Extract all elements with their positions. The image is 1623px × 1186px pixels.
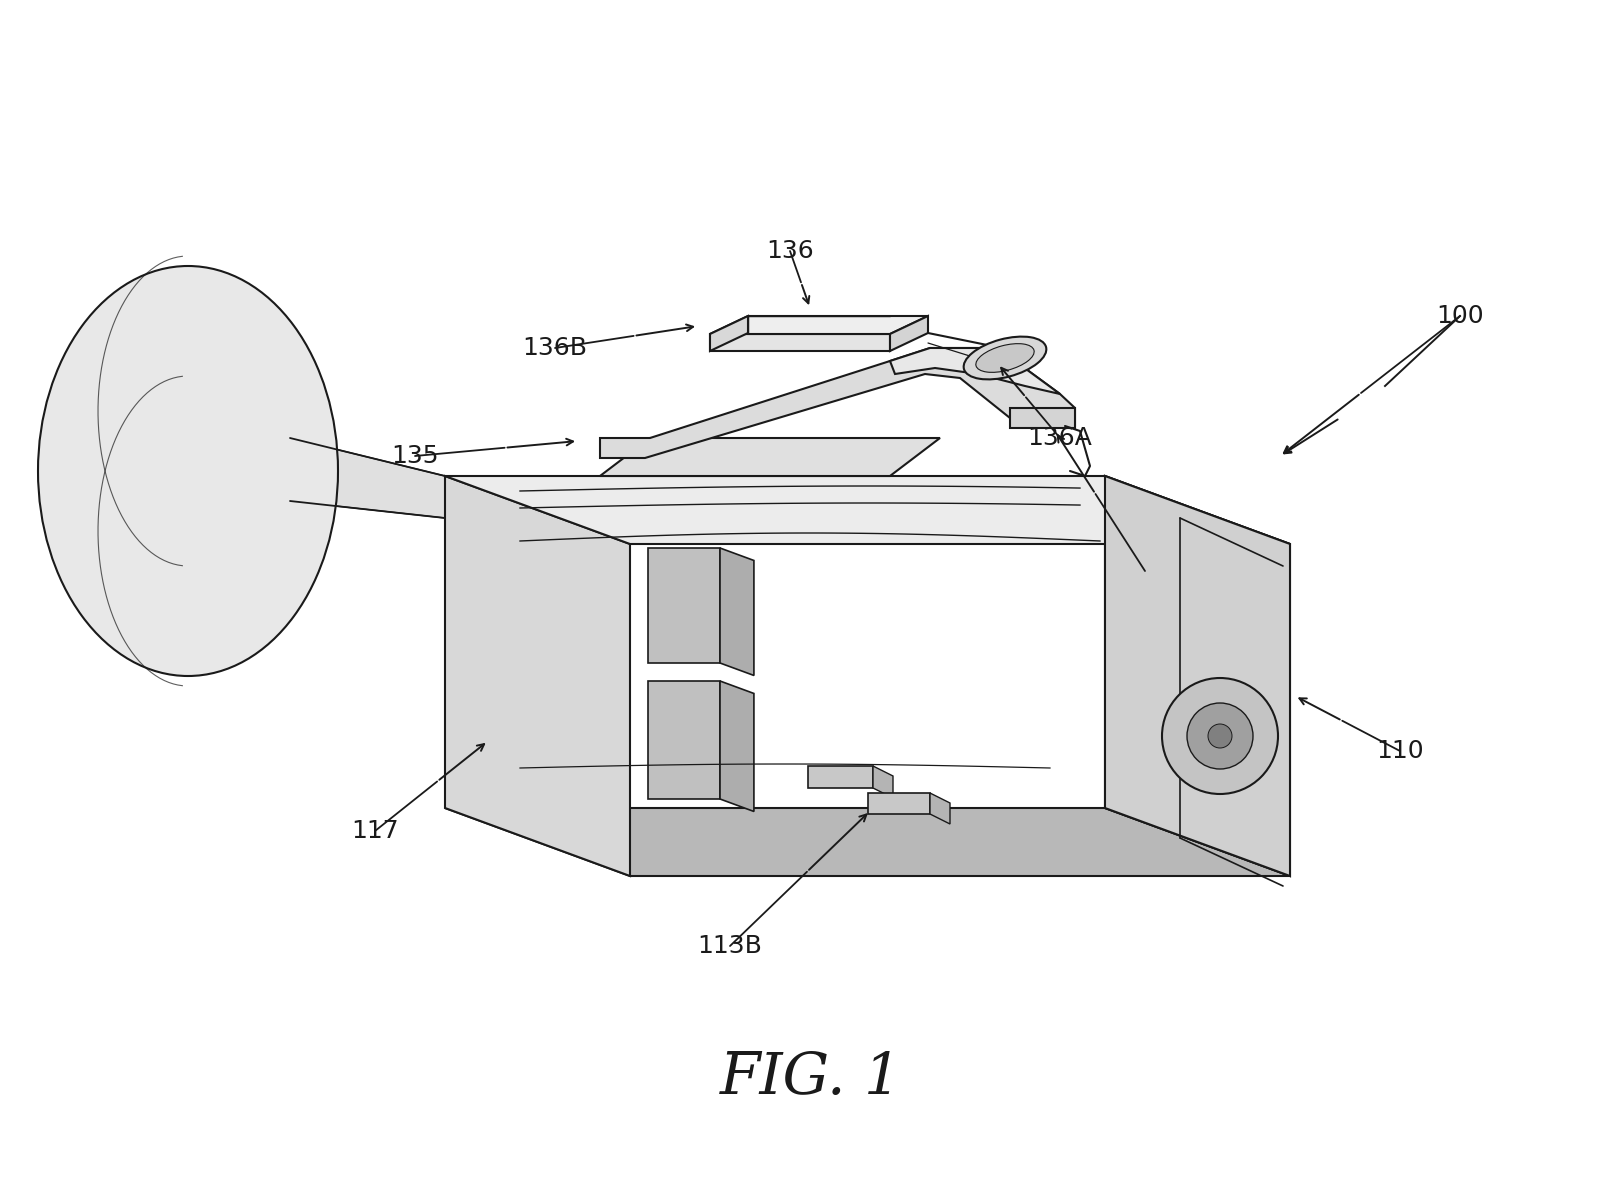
- Polygon shape: [709, 315, 928, 334]
- Polygon shape: [873, 766, 893, 798]
- Polygon shape: [1105, 476, 1290, 876]
- Polygon shape: [291, 438, 445, 518]
- Polygon shape: [601, 438, 940, 476]
- Polygon shape: [721, 548, 755, 676]
- Circle shape: [1162, 678, 1277, 793]
- Polygon shape: [445, 476, 1290, 544]
- Text: 136B: 136B: [523, 336, 588, 361]
- Ellipse shape: [964, 337, 1047, 380]
- Circle shape: [1186, 703, 1253, 769]
- Ellipse shape: [975, 344, 1034, 372]
- Polygon shape: [889, 315, 928, 351]
- Text: 135: 135: [391, 444, 438, 468]
- Polygon shape: [1105, 476, 1290, 876]
- Text: 113B: 113B: [698, 935, 763, 958]
- Polygon shape: [601, 347, 1074, 458]
- Polygon shape: [868, 793, 930, 814]
- Text: 100: 100: [1436, 304, 1483, 329]
- Polygon shape: [648, 681, 721, 799]
- Text: 110: 110: [1376, 739, 1423, 763]
- Polygon shape: [808, 766, 873, 788]
- Text: 117: 117: [351, 820, 399, 843]
- Text: 136A: 136A: [1027, 426, 1092, 449]
- Text: FIG. 1: FIG. 1: [721, 1050, 902, 1107]
- Polygon shape: [1010, 408, 1074, 428]
- Polygon shape: [445, 808, 1290, 876]
- Polygon shape: [721, 681, 755, 811]
- Polygon shape: [445, 476, 630, 876]
- Text: 136: 136: [766, 240, 813, 263]
- Polygon shape: [930, 793, 949, 824]
- Ellipse shape: [37, 266, 338, 676]
- Polygon shape: [709, 315, 748, 351]
- Text: 115: 115: [1121, 559, 1169, 584]
- Polygon shape: [709, 334, 889, 351]
- Polygon shape: [889, 347, 1060, 394]
- Circle shape: [1208, 723, 1232, 748]
- Polygon shape: [648, 548, 721, 663]
